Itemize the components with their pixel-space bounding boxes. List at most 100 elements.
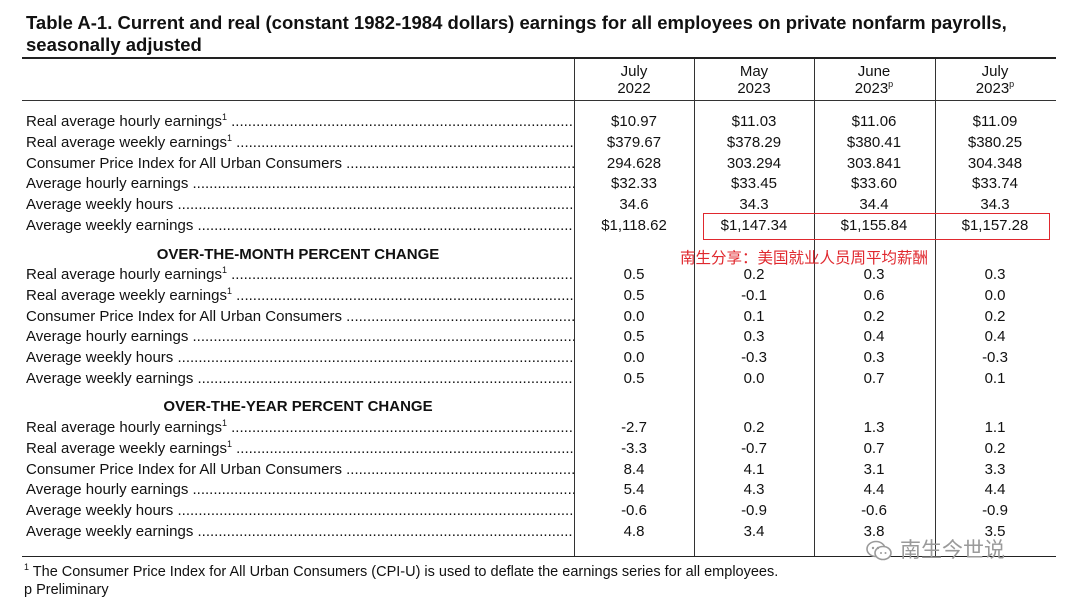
row-label-text: Average weekly earnings (26, 523, 194, 540)
row-label: Consumer Price Index for All Urban Consu… (26, 154, 574, 172)
row-value: 303.294 (726, 154, 782, 172)
row-value: 0.1 (984, 370, 1006, 387)
row-value: $11.09 (972, 113, 1018, 130)
row-label-text: Average weekly hours (26, 502, 174, 520)
row-value: $380.41 (846, 133, 902, 151)
row-label-text: Average weekly earnings (26, 217, 194, 234)
row-value: 0.5 (623, 266, 645, 283)
column-year: 2023p (936, 79, 1054, 98)
row-value: 34.3 (739, 196, 769, 214)
row-value: 0.3 (743, 328, 765, 346)
column-year: 2023 (695, 80, 813, 97)
watermark: 南生今世说 (866, 534, 1005, 564)
table-row: Consumer Price Index for All Urban Consu… (22, 460, 1056, 480)
table-row: Average weekly earnings ................… (22, 216, 1056, 236)
row-value: 0.4 (863, 328, 885, 346)
table-row: Average weekly earnings ................… (22, 369, 1056, 389)
row-value: $33.60 (851, 175, 897, 193)
row-label: Real average hourly earnings1 ..........… (26, 418, 574, 437)
table-row: Average weekly hours ...................… (22, 195, 1056, 215)
row-value: 34.3 (980, 196, 1010, 214)
column-year-value: 2023 (854, 80, 889, 97)
row-value: 0.5 (623, 370, 645, 387)
column-divider (574, 59, 575, 556)
table-row: Real average hourly earnings1 ..........… (22, 418, 1056, 438)
row-value: 3.4 (743, 523, 765, 540)
row-value: 0.5 (623, 328, 645, 346)
highlight-box (703, 213, 1050, 240)
column-header: June 2023p (815, 63, 933, 97)
row-value: 0.3 (984, 266, 1006, 283)
row-label: Real average hourly earnings1 ..........… (26, 265, 574, 284)
row-value: -0.9 (741, 502, 767, 520)
row-value: $11.06 (851, 113, 897, 130)
row-label-text: Real average weekly earnings (26, 286, 227, 304)
row-label: Average hourly earnings ................… (26, 175, 574, 193)
footnote-mark: 1 (226, 132, 232, 143)
footnote-mark: 1 (226, 285, 232, 296)
row-value: 34.6 (619, 196, 649, 214)
row-value: 0.3 (863, 349, 885, 367)
row-value: $379.67 (606, 133, 662, 151)
row-value: 4.4 (984, 481, 1006, 499)
row-value: $33.45 (731, 175, 777, 193)
row-value: $1,155.84 (840, 217, 908, 234)
row-label: Real average hourly earnings1 ..........… (26, 112, 574, 131)
row-label-text: Consumer Price Index for All Urban Consu… (26, 154, 342, 172)
row-value: -0.1 (741, 286, 767, 304)
row-value: -0.3 (741, 349, 767, 367)
row-value: 34.4 (859, 196, 889, 214)
preliminary-mark: p (888, 79, 894, 89)
column-month: June (857, 63, 891, 80)
row-value: 4.3 (743, 481, 765, 499)
column-year: 2023p (815, 79, 933, 98)
row-value: 0.5 (623, 286, 645, 304)
row-label: Average weekly earnings ................… (26, 217, 574, 234)
row-label-text: Average hourly earnings (26, 175, 189, 193)
column-year: 2022 (575, 80, 693, 97)
row-value: 3.1 (863, 460, 885, 478)
column-month: July (981, 63, 1009, 80)
row-value: -2.7 (621, 419, 647, 436)
row-label-text: Average weekly hours (26, 349, 174, 367)
row-value: $1,118.62 (601, 217, 667, 234)
row-label-text: Consumer Price Index for All Urban Consu… (26, 460, 342, 478)
row-label-text: Average hourly earnings (26, 328, 189, 346)
row-value: 0.6 (863, 286, 885, 304)
table-row: Average hourly earnings ................… (22, 480, 1056, 500)
table-title: Table A-1. Current and real (constant 19… (26, 12, 1007, 55)
column-divider (814, 59, 815, 556)
row-value: -0.6 (621, 502, 647, 520)
row-value: 0.3 (863, 266, 885, 283)
column-divider (694, 59, 695, 556)
row-value: 0.2 (984, 439, 1006, 457)
row-value: 0.2 (984, 307, 1006, 325)
row-value: 4.4 (863, 481, 885, 499)
row-label: Consumer Price Index for All Urban Consu… (26, 307, 574, 325)
row-value: 294.628 (606, 154, 662, 172)
row-value: 4.1 (743, 460, 765, 478)
column-header: July 2022 (575, 63, 693, 97)
header-divider (22, 100, 1056, 101)
column-month: May (739, 63, 769, 80)
row-label-text: Real average hourly earnings (26, 266, 222, 283)
row-label-text: Average hourly earnings (26, 481, 189, 499)
row-value: -3.3 (621, 439, 647, 457)
row-value: 0.1 (743, 307, 765, 325)
row-label: Average weekly hours ...................… (26, 196, 574, 214)
row-value: 0.0 (623, 349, 645, 367)
column-year-value: 2023 (975, 80, 1010, 97)
earnings-table: July 2022 May 2023 June 2023p July 2023p Real a… (22, 57, 1056, 557)
column-month: July (620, 63, 648, 80)
preliminary-mark: p (1009, 79, 1015, 89)
row-value: $378.29 (726, 133, 782, 151)
row-value: 0.4 (984, 328, 1006, 346)
table-row: Real average hourly earnings1 ..........… (22, 112, 1056, 132)
row-value: -0.3 (982, 349, 1008, 367)
section-heading: OVER-THE-MONTH PERCENT CHANGE (156, 246, 440, 263)
row-value: -0.7 (741, 439, 767, 457)
row-value: 5.4 (623, 481, 645, 499)
row-label-text: Average weekly earnings (26, 370, 194, 387)
row-label-text: Real average hourly earnings (26, 113, 222, 130)
column-divider (935, 59, 936, 556)
